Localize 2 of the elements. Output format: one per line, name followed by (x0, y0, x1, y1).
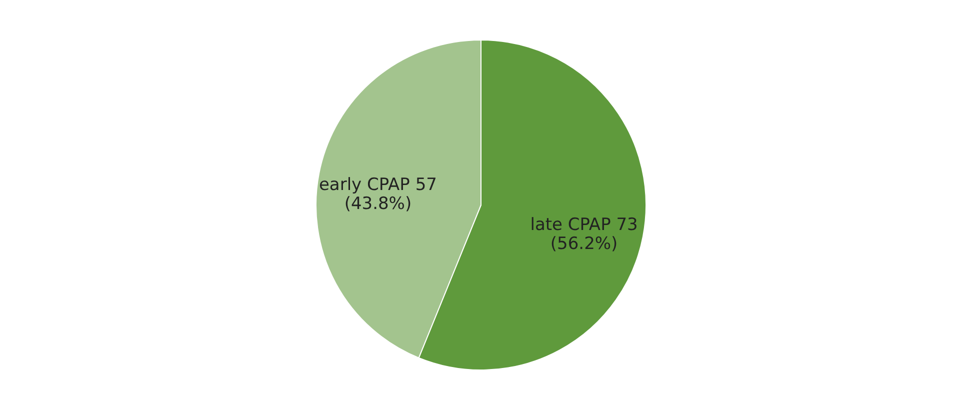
slice-label: early CPAP 57 (43.8%) (318, 174, 437, 214)
slice-label: late CPAP 73 (56.2%) (530, 215, 638, 254)
